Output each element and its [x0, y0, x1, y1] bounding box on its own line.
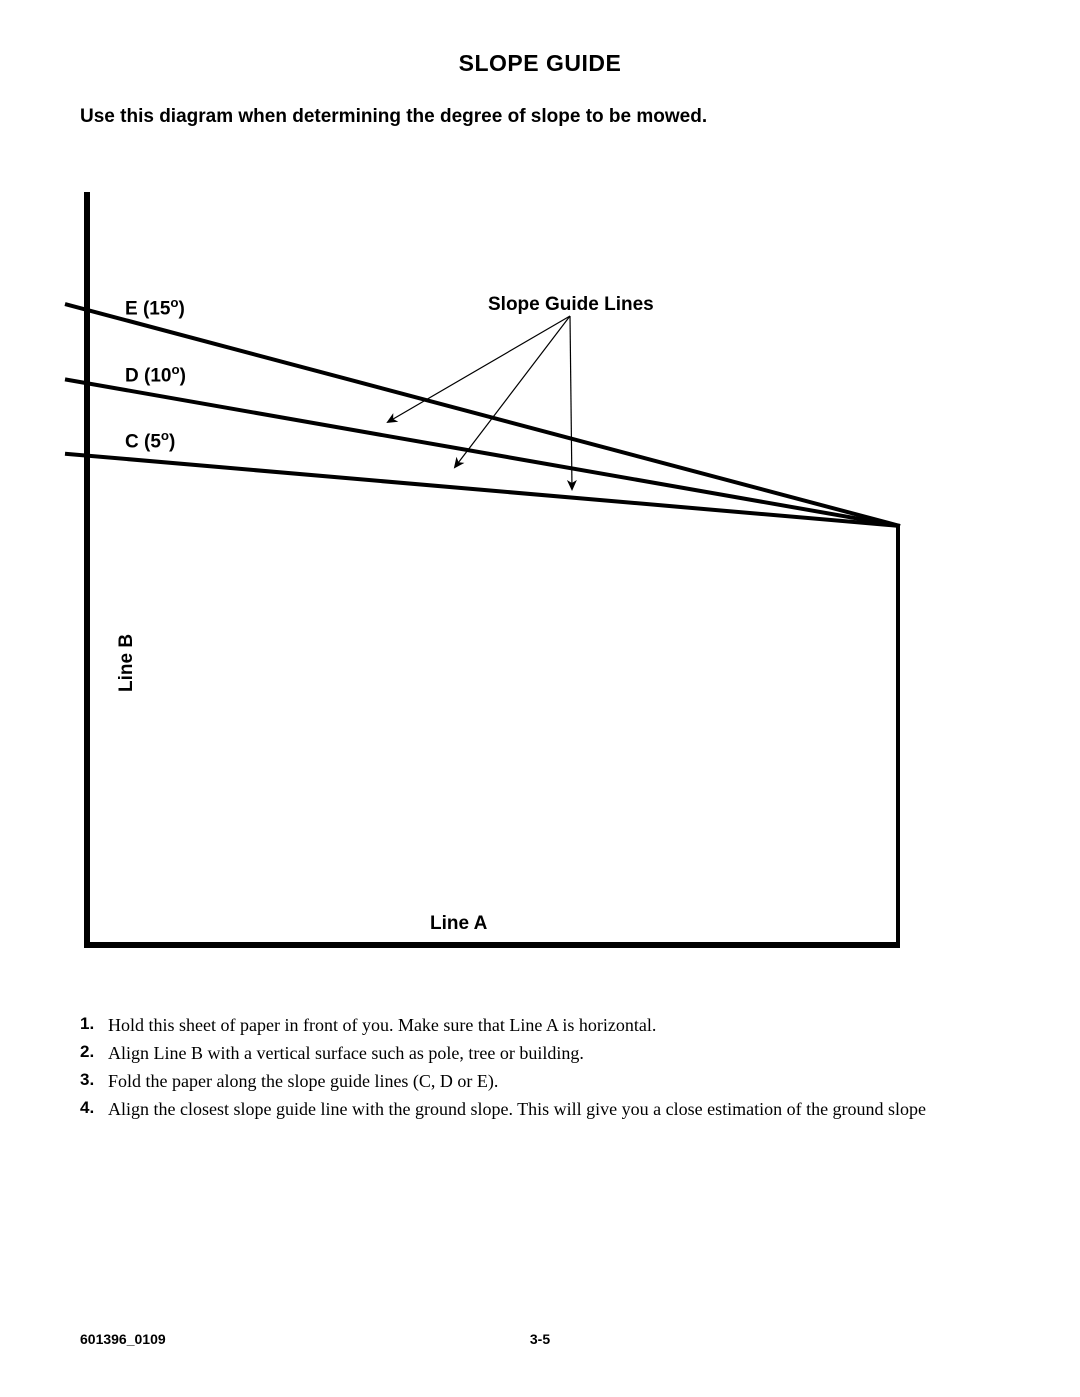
- angle-label-e: E (15o): [125, 295, 185, 320]
- instruction-item: 4.Align the closest slope guide line wit…: [80, 1096, 1000, 1122]
- instruction-item: 3.Fold the paper along the slope guide l…: [80, 1068, 1000, 1094]
- callout-label: Slope Guide Lines: [488, 294, 654, 316]
- instruction-number: 1.: [80, 1012, 108, 1038]
- line-a-label: Line A: [430, 913, 487, 935]
- instruction-text: Align the closest slope guide line with …: [108, 1096, 1000, 1122]
- instruction-text: Align Line B with a vertical surface suc…: [108, 1040, 1000, 1066]
- angle-label-c: C (5o): [125, 428, 175, 453]
- slope-diagram: E (15o) D (10o) C (5o) Slope Guide Lines…: [80, 192, 900, 950]
- line-b-label: Line B: [116, 634, 138, 692]
- instruction-text: Hold this sheet of paper in front of you…: [108, 1012, 1000, 1038]
- page: SLOPE GUIDE Use this diagram when determ…: [0, 0, 1080, 1397]
- page-title: SLOPE GUIDE: [0, 50, 1080, 77]
- instruction-number: 2.: [80, 1040, 108, 1066]
- instruction-number: 4.: [80, 1096, 108, 1122]
- instruction-item: 1.Hold this sheet of paper in front of y…: [80, 1012, 1000, 1038]
- page-subtitle: Use this diagram when determining the de…: [80, 106, 707, 128]
- instruction-number: 3.: [80, 1068, 108, 1094]
- footer-page-number: 3-5: [0, 1331, 1080, 1347]
- angle-label-d: D (10o): [125, 362, 186, 387]
- instruction-item: 2.Align Line B with a vertical surface s…: [80, 1040, 1000, 1066]
- instruction-text: Fold the paper along the slope guide lin…: [108, 1068, 1000, 1094]
- instructions-list: 1.Hold this sheet of paper in front of y…: [80, 1012, 1000, 1124]
